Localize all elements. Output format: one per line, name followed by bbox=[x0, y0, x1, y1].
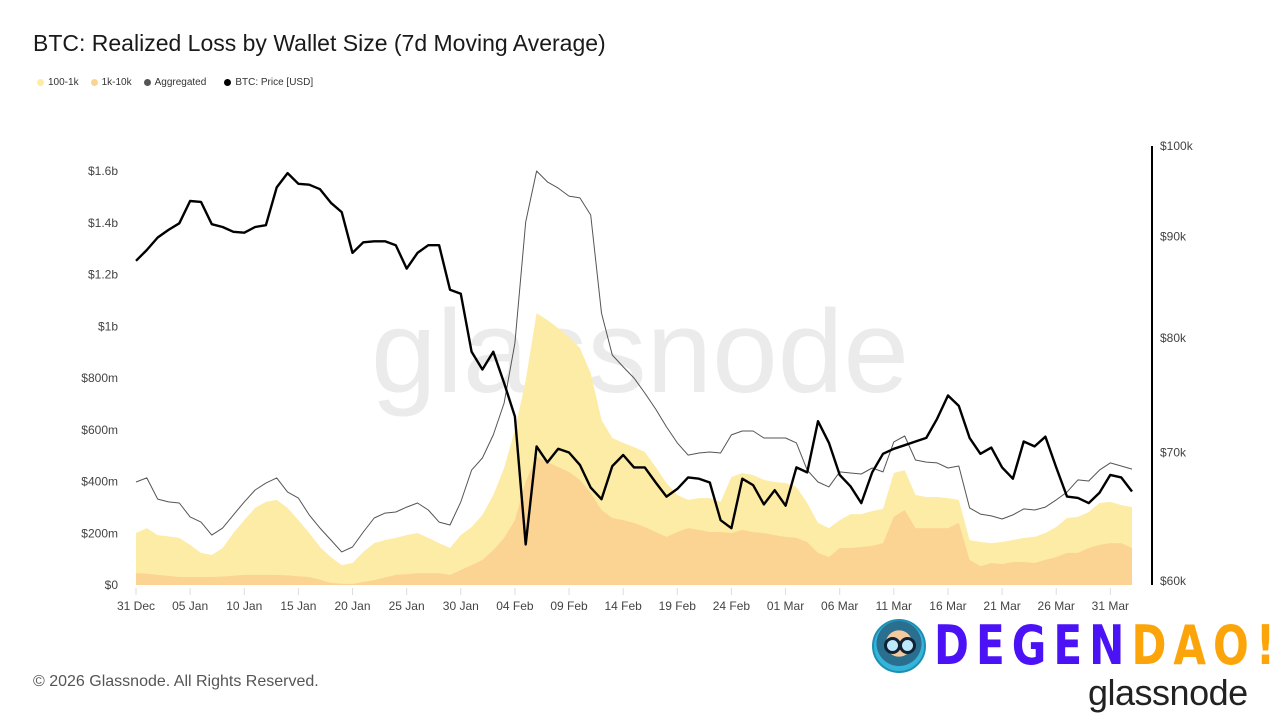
legend-item-btc-price[interactable]: BTC: Price [USD] bbox=[224, 77, 313, 88]
x-tick-label: 24 Feb bbox=[713, 599, 751, 613]
x-tick-label: 20 Jan bbox=[335, 599, 371, 613]
x-tick-label: 01 Mar bbox=[767, 599, 804, 613]
y-left-tick-label: $1.4b bbox=[88, 216, 118, 230]
x-tick-label: 25 Jan bbox=[389, 599, 425, 613]
y-left-tick-label: $800m bbox=[81, 371, 118, 385]
y-left-tick-label: $1.6b bbox=[88, 164, 118, 178]
legend-label: BTC: Price [USD] bbox=[235, 77, 314, 88]
copyright-footer: © 2026 Glassnode. All Rights Reserved. bbox=[33, 673, 319, 690]
x-tick-label: 19 Feb bbox=[659, 599, 697, 613]
wordmark-part1: DEGEN bbox=[934, 614, 1132, 677]
legend-item-1k-10k[interactable]: 1k-10k bbox=[90, 77, 132, 88]
x-tick-label: 31 Mar bbox=[1092, 599, 1129, 613]
legend: 100-1k 1k-10k Aggregated BTC: Price [USD… bbox=[37, 77, 313, 88]
y-right-tick-label: $80k bbox=[1160, 331, 1187, 345]
series-btc-price-usd-line bbox=[135, 171, 1133, 546]
x-tick-label: 31 Dec bbox=[117, 599, 155, 613]
chart-title: BTC: Realized Loss by Wallet Size (7d Mo… bbox=[33, 30, 606, 56]
x-tick-label: 05 Jan bbox=[172, 599, 208, 613]
avatar-icon bbox=[872, 619, 926, 673]
series-100-1k-area bbox=[136, 313, 1132, 585]
wordmark-part2: DAO! bbox=[1131, 614, 1280, 677]
x-tick-label: 21 Mar bbox=[983, 599, 1020, 613]
watermark: glassnode bbox=[371, 286, 909, 418]
y-left-tick-label: $0 bbox=[105, 578, 119, 592]
legend-label: Aggregated bbox=[154, 77, 207, 88]
x-tick-label: 15 Jan bbox=[280, 599, 316, 613]
y-left-tick-label: $600m bbox=[81, 423, 118, 437]
x-tick-label: 16 Mar bbox=[929, 599, 966, 613]
legend-label: 1k-10k bbox=[101, 77, 132, 88]
x-tick-label: 11 Mar bbox=[876, 599, 912, 613]
degendao-logo: DEGENDAO! bbox=[872, 619, 1280, 673]
x-tick-label: 26 Mar bbox=[1038, 599, 1075, 613]
y-right-tick-label: $70k bbox=[1160, 446, 1187, 460]
legend-swatch bbox=[143, 79, 151, 86]
legend-label: 100-1k bbox=[48, 77, 79, 88]
x-tick-label: 09 Feb bbox=[550, 599, 588, 613]
y-left-tick-label: $1.2b bbox=[88, 268, 118, 282]
y-left-tick-label: $1b bbox=[98, 319, 118, 333]
x-tick-label: 30 Jan bbox=[443, 599, 479, 613]
y-left-tick-label: $400m bbox=[81, 475, 118, 489]
x-tick-label: 14 Feb bbox=[604, 599, 642, 613]
legend-swatch bbox=[90, 79, 98, 86]
legend-swatch bbox=[37, 79, 44, 86]
legend-item-aggregated[interactable]: Aggregated bbox=[143, 77, 207, 88]
y-right-tick-label: $90k bbox=[1160, 230, 1187, 244]
series-1k-10k-area bbox=[136, 456, 1132, 585]
y-left-tick-label: $200m bbox=[81, 526, 118, 540]
y-right-tick-label: $100k bbox=[1160, 139, 1194, 153]
degendao-wordmark: DEGENDAO! bbox=[934, 619, 1280, 673]
x-tick-label: 06 Mar bbox=[821, 599, 858, 613]
x-tick-label: 04 Feb bbox=[496, 599, 534, 613]
y-right-tick-label: $60k bbox=[1160, 574, 1187, 588]
legend-swatch bbox=[224, 79, 232, 86]
legend-item-100-1k[interactable]: 100-1k bbox=[37, 77, 79, 88]
series-aggregated-line bbox=[135, 170, 1133, 553]
glassnode-logo: glassnode bbox=[1088, 672, 1248, 713]
x-tick-label: 10 Jan bbox=[226, 599, 262, 613]
